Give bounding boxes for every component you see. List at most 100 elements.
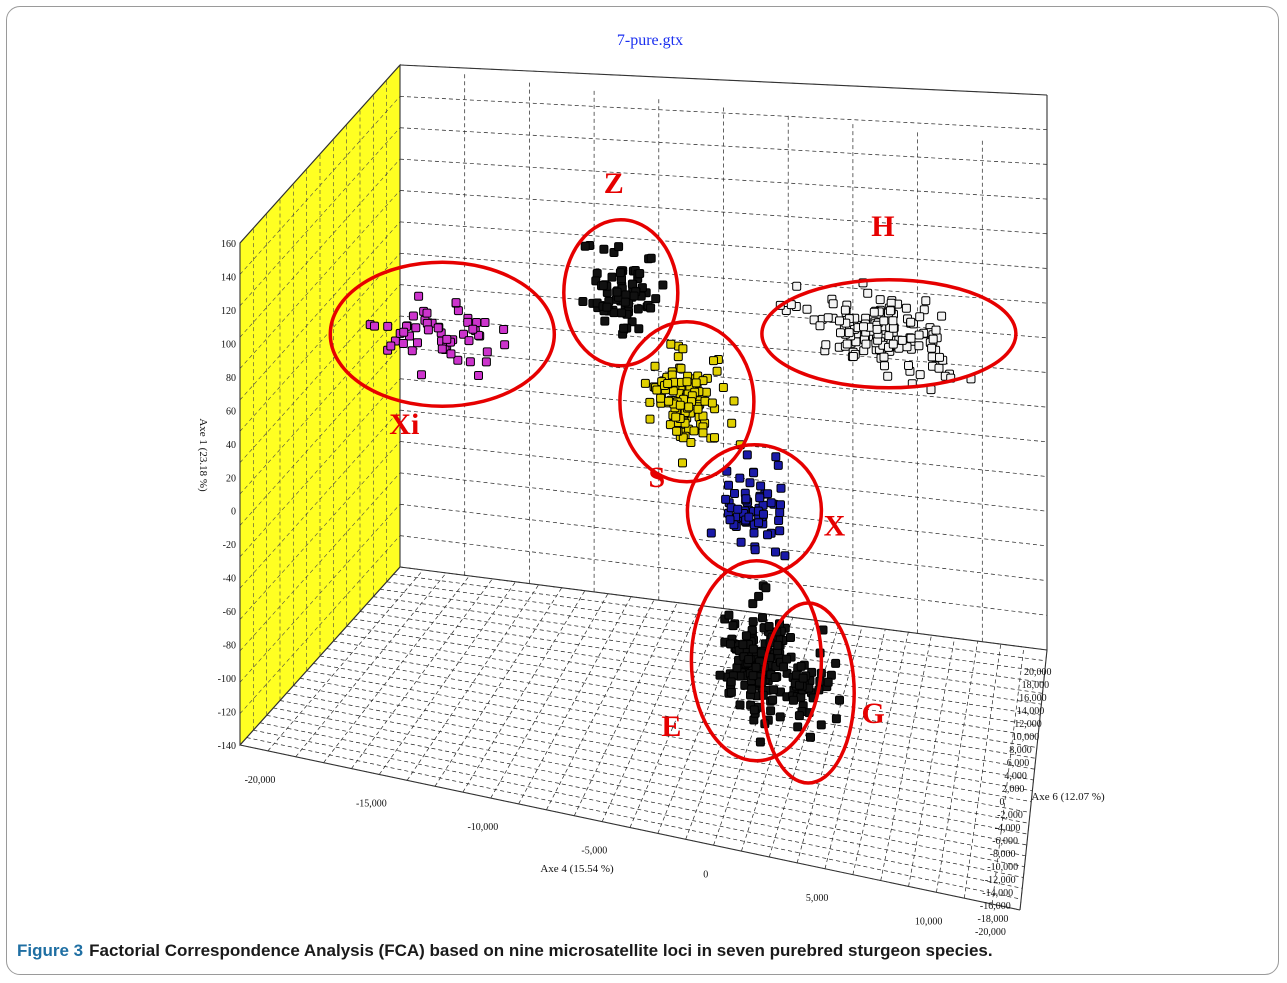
data-point-h-75 xyxy=(934,363,944,373)
data-point-e-64 xyxy=(748,599,758,609)
data-point-xi-35 xyxy=(386,341,396,351)
data-point-h-45 xyxy=(842,339,852,349)
data-point-s-77 xyxy=(700,396,710,406)
data-point-g-6 xyxy=(806,732,815,742)
data-point-h-97 xyxy=(836,328,845,338)
data-point-h-119 xyxy=(835,316,844,326)
data-point-e-146 xyxy=(782,654,792,664)
data-point-e-109 xyxy=(770,673,780,682)
ellipse-h xyxy=(760,278,1018,390)
data-point-x-51 xyxy=(725,515,735,525)
data-point-h-137 xyxy=(848,352,858,361)
data-point-s-128 xyxy=(650,361,660,371)
data-point-h-141 xyxy=(872,324,882,334)
y-tick-label: 14,000 xyxy=(1017,706,1044,717)
data-point-xi-5 xyxy=(474,371,483,380)
z-tick-label: 120 xyxy=(221,306,236,317)
data-point-h-138 xyxy=(844,328,854,338)
z-tick-label: -20 xyxy=(223,540,236,551)
y-tick-label: 0 xyxy=(1000,797,1005,808)
data-point-x-67 xyxy=(721,494,731,504)
data-point-x-61 xyxy=(735,473,745,483)
data-point-h-65 xyxy=(863,288,873,298)
data-point-h-108 xyxy=(931,325,941,335)
data-point-s-17 xyxy=(640,378,650,388)
data-point-z-57 xyxy=(612,287,622,297)
data-point-xi-46 xyxy=(399,327,409,337)
y-tick-label: 8,000 xyxy=(1009,745,1032,756)
y-tick-label: 12,000 xyxy=(1014,719,1041,730)
ellipse-xi xyxy=(328,260,557,408)
cluster-ellipses xyxy=(328,218,1018,785)
data-point-s-120 xyxy=(672,426,682,436)
data-point-e-125 xyxy=(735,700,745,710)
x-tick-label: 0 xyxy=(703,869,708,880)
data-point-xi-32 xyxy=(465,357,475,367)
data-point-h-61 xyxy=(919,305,929,315)
z-tick-label: -140 xyxy=(218,741,236,752)
data-point-x-58 xyxy=(766,498,776,508)
data-point-s-92 xyxy=(678,458,687,468)
ellipse-e xyxy=(689,559,824,763)
data-point-e-148 xyxy=(764,622,774,631)
data-point-h-112 xyxy=(792,281,802,291)
data-point-x-69 xyxy=(773,460,783,470)
data-point-e-81 xyxy=(732,663,742,673)
data-point-s-109 xyxy=(664,396,674,406)
data-point-e-158 xyxy=(779,662,789,672)
floor-grid xyxy=(239,566,1048,911)
data-point-z-40 xyxy=(578,297,588,306)
data-point-e-156 xyxy=(747,684,757,694)
data-point-h-130 xyxy=(935,352,944,362)
data-point-s-49 xyxy=(665,420,675,430)
z-axis-ticks: -140 -120 -100 -80 -60 -40 -20 0 20 40 60 80 100 120 1… xyxy=(218,239,236,752)
data-point-s-108 xyxy=(709,356,718,366)
data-point-h-133 xyxy=(915,312,925,322)
data-point-e-117 xyxy=(728,621,738,631)
x-tick-label: 10,000 xyxy=(915,916,943,927)
data-point-x-25 xyxy=(776,483,786,493)
data-point-s-75 xyxy=(656,393,666,403)
x-tick-label: -15,000 xyxy=(356,799,387,810)
data-point-e-114 xyxy=(766,706,776,716)
data-point-x-29 xyxy=(780,551,790,561)
data-point-h-105 xyxy=(915,370,925,380)
data-point-xi-9 xyxy=(499,325,509,334)
data-point-h-123 xyxy=(928,334,938,344)
data-point-z-6 xyxy=(634,324,644,334)
data-point-h-142 xyxy=(859,322,868,332)
y-tick-label: -10,000 xyxy=(987,862,1018,873)
x-axis-label: Axe 4 (15.54 %) xyxy=(540,863,614,875)
data-point-xi-24 xyxy=(474,330,484,340)
data-point-x-49 xyxy=(755,493,765,503)
data-point-z-71 xyxy=(635,269,645,278)
data-point-h-147 xyxy=(897,335,907,345)
data-point-h-149 xyxy=(821,340,831,350)
data-point-s-88 xyxy=(707,398,717,408)
data-point-x-57 xyxy=(742,450,752,460)
z-tick-label: -120 xyxy=(218,708,236,719)
data-point-z-69 xyxy=(619,323,629,333)
ellipse-x xyxy=(685,442,824,579)
x-tick-label: 5,000 xyxy=(806,893,829,904)
data-point-h-86 xyxy=(906,333,916,343)
data-point-z-75 xyxy=(620,297,630,307)
data-point-s-59 xyxy=(727,418,737,428)
data-point-xi-23 xyxy=(370,321,379,331)
y-tick-label: 10,000 xyxy=(1012,732,1040,743)
data-point-g-10 xyxy=(786,633,795,642)
data-point-h-128 xyxy=(927,343,937,353)
y-tick-label: 2,000 xyxy=(1002,784,1025,795)
data-point-x-38 xyxy=(736,537,746,547)
data-point-x-13 xyxy=(724,480,733,490)
data-point-h-135 xyxy=(888,316,898,326)
data-point-x-36 xyxy=(775,508,785,517)
data-point-xi-54 xyxy=(451,298,461,308)
data-point-h-144 xyxy=(879,316,889,326)
z-tick-label: 140 xyxy=(221,273,236,284)
y-tick-label: -20,000 xyxy=(975,927,1006,938)
y-tick-label: 20,000 xyxy=(1024,667,1052,678)
data-point-xi-48 xyxy=(437,344,447,354)
z-axis-label: Axe 1 (23.18 %) xyxy=(197,418,209,492)
data-point-h-88 xyxy=(914,341,924,351)
